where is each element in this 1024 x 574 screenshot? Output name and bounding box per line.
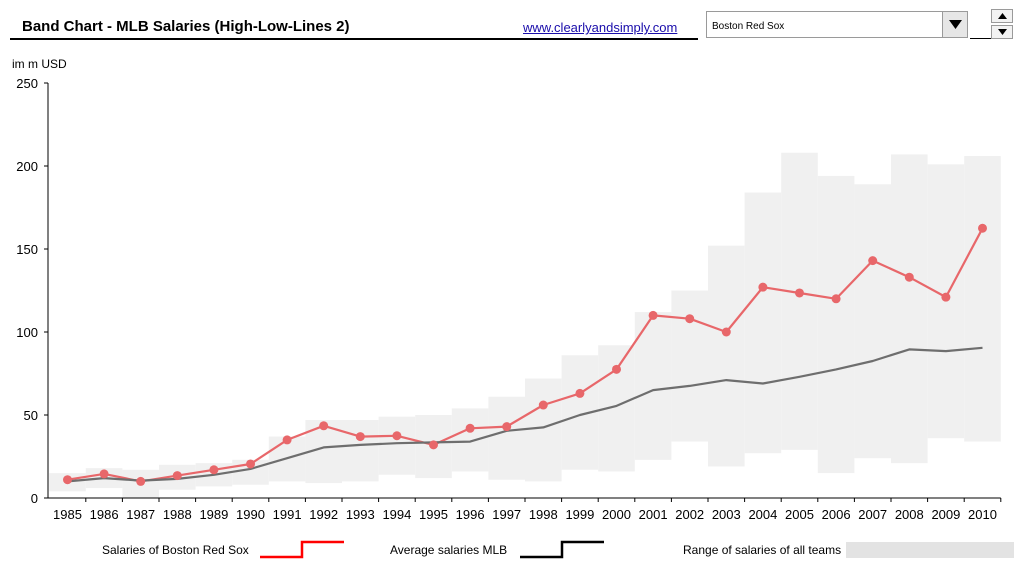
x-tick-label-2008: 2008 bbox=[895, 507, 924, 522]
team-salary-point-1998 bbox=[538, 400, 548, 410]
x-tick-label-1985: 1985 bbox=[53, 507, 82, 522]
band-bar-1998 bbox=[525, 378, 562, 482]
team-salary-point-1994 bbox=[392, 431, 402, 441]
x-tick-label-2007: 2007 bbox=[858, 507, 887, 522]
team-dropdown[interactable]: Boston Red Sox bbox=[706, 11, 968, 38]
website-link[interactable]: www.clearlyandsimply.com bbox=[523, 20, 678, 35]
band-bar-2010 bbox=[964, 156, 1001, 442]
team-salary-point-1992 bbox=[319, 421, 329, 431]
band-bar-2006 bbox=[817, 175, 855, 474]
x-tick-label-1987: 1987 bbox=[126, 507, 155, 522]
x-tick-label-2004: 2004 bbox=[748, 507, 777, 522]
team-salary-point-1997 bbox=[502, 422, 512, 432]
team-salary-line bbox=[67, 227, 984, 483]
x-tick-label-2009: 2009 bbox=[931, 507, 960, 522]
band-bar-1994 bbox=[378, 416, 416, 475]
y-tick-label: 250 bbox=[16, 76, 38, 91]
legend-swatch-average bbox=[520, 540, 604, 559]
team-dropdown-value: Boston Red Sox bbox=[712, 21, 785, 32]
x-tick-label-1986: 1986 bbox=[90, 507, 119, 522]
legend-swatch-band bbox=[846, 542, 1014, 558]
y-tick-label: 150 bbox=[16, 242, 38, 257]
team-salary-point-2001 bbox=[648, 310, 658, 320]
team-salary-point-1999 bbox=[575, 388, 585, 398]
team-salary-point-2008 bbox=[904, 272, 914, 282]
dropdown-underline bbox=[970, 38, 992, 39]
x-tick-label-2003: 2003 bbox=[712, 507, 741, 522]
x-tick-label-2005: 2005 bbox=[785, 507, 814, 522]
team-salary-point-2003 bbox=[721, 327, 731, 337]
team-salary-point-1993 bbox=[355, 432, 365, 442]
x-tick-label-1995: 1995 bbox=[419, 507, 448, 522]
x-tick-label-2001: 2001 bbox=[639, 507, 668, 522]
x-tick-label-1993: 1993 bbox=[346, 507, 375, 522]
x-tick-label-2010: 2010 bbox=[968, 507, 997, 522]
band-bar-2008 bbox=[891, 154, 928, 464]
team-salary-point-1991 bbox=[282, 435, 292, 445]
x-tick-label-2000: 2000 bbox=[602, 507, 631, 522]
band-bar-2007 bbox=[854, 184, 891, 459]
band-bar-2004 bbox=[744, 192, 782, 454]
x-tick-label-1992: 1992 bbox=[309, 507, 338, 522]
legend-label-band: Range of salaries of all teams bbox=[683, 543, 842, 557]
chart-title: Band Chart - MLB Salaries (High-Low-Line… bbox=[22, 18, 350, 35]
band-bar-2001 bbox=[634, 312, 672, 460]
legend-label-average: Average salaries MLB bbox=[390, 543, 508, 557]
x-tick-label-1996: 1996 bbox=[456, 507, 485, 522]
y-tick-label: 100 bbox=[16, 325, 38, 340]
team-salary-point-2010 bbox=[978, 223, 987, 233]
team-salary-point-1986 bbox=[99, 469, 109, 479]
x-tick-label-1997: 1997 bbox=[492, 507, 521, 522]
x-tick-label-1989: 1989 bbox=[199, 507, 228, 522]
x-tick-label-1998: 1998 bbox=[529, 507, 558, 522]
team-salary-point-1985 bbox=[63, 475, 72, 485]
arrow-up-icon bbox=[998, 13, 1007, 19]
title-underline bbox=[10, 38, 698, 40]
x-tick-label-1988: 1988 bbox=[163, 507, 192, 522]
team-salary-point-2002 bbox=[685, 314, 695, 324]
team-salary-point-1989 bbox=[209, 465, 219, 475]
x-tick-label-2006: 2006 bbox=[822, 507, 851, 522]
dropdown-button[interactable] bbox=[942, 12, 967, 37]
band-bar-1993 bbox=[342, 419, 379, 482]
team-salary-point-1995 bbox=[429, 440, 438, 450]
band-bar-2002 bbox=[671, 290, 708, 442]
spin-up-button[interactable] bbox=[991, 9, 1013, 23]
team-salary-point-2004 bbox=[758, 282, 768, 292]
team-salary-point-2006 bbox=[831, 294, 841, 304]
team-salary-point-2009 bbox=[941, 292, 951, 302]
x-tick-label-2002: 2002 bbox=[675, 507, 704, 522]
band-bar-2003 bbox=[708, 245, 745, 467]
x-tick-label-1999: 1999 bbox=[565, 507, 594, 522]
team-salary-point-2000 bbox=[612, 364, 621, 374]
x-tick-label-1990: 1990 bbox=[236, 507, 265, 522]
team-salary-point-1996 bbox=[465, 423, 475, 433]
team-salary-point-1990 bbox=[246, 459, 255, 469]
spin-down-button[interactable] bbox=[991, 25, 1013, 39]
y-tick-label: 200 bbox=[16, 159, 38, 174]
team-salary-point-2005 bbox=[795, 288, 804, 298]
band-bar-1996 bbox=[451, 408, 489, 472]
y-tick-label: 50 bbox=[24, 408, 38, 423]
band-bar-1997 bbox=[488, 396, 525, 480]
team-salary-point-2007 bbox=[868, 256, 878, 266]
chevron-down-icon bbox=[949, 20, 962, 29]
y-tick-label: 0 bbox=[31, 491, 38, 506]
band-bar-2005 bbox=[781, 152, 818, 450]
x-tick-label-1991: 1991 bbox=[273, 507, 302, 522]
arrow-down-icon bbox=[998, 29, 1007, 35]
legend-swatch-team bbox=[260, 540, 344, 559]
legend-label-team: Salaries of Boston Red Sox bbox=[102, 543, 249, 557]
team-salary-point-1987 bbox=[136, 476, 146, 486]
y-axis-unit-label: im m USD bbox=[12, 57, 67, 71]
team-salary-point-1988 bbox=[172, 471, 182, 481]
x-tick-label-1994: 1994 bbox=[382, 507, 411, 522]
average-salary-line bbox=[67, 346, 983, 483]
